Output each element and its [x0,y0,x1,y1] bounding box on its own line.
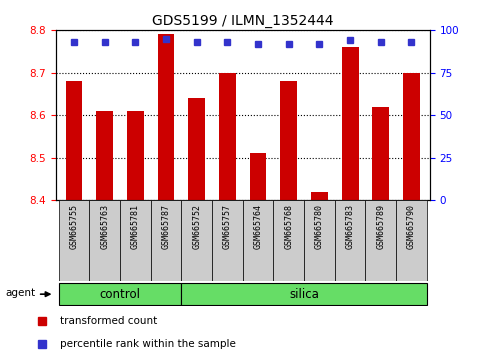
Text: GSM665764: GSM665764 [254,204,263,249]
Bar [372,107,389,200]
Bar [127,111,144,200]
Bar [366,200,396,281]
Bar [181,283,427,305]
Bar [304,200,335,281]
Bar [311,192,328,200]
Bar [219,73,236,200]
Text: GSM665783: GSM665783 [346,204,355,249]
Text: GSM665755: GSM665755 [70,204,78,249]
Bar [335,200,366,281]
Text: GSM665787: GSM665787 [161,204,170,249]
Bar [96,111,113,200]
Text: GSM665768: GSM665768 [284,204,293,249]
Text: percentile rank within the sample: percentile rank within the sample [60,339,236,349]
Text: control: control [99,288,141,301]
Text: GSM665752: GSM665752 [192,204,201,249]
Text: GSM665789: GSM665789 [376,204,385,249]
Bar [280,81,297,200]
Text: silica: silica [289,288,319,301]
Bar [58,200,89,281]
Bar [157,34,174,200]
Bar [66,81,83,200]
Bar [58,283,181,305]
Bar [243,200,273,281]
Bar [89,200,120,281]
Bar [396,200,427,281]
Text: GSM665790: GSM665790 [407,204,416,249]
Bar [273,200,304,281]
Bar [151,200,181,281]
Title: GDS5199 / ILMN_1352444: GDS5199 / ILMN_1352444 [152,14,333,28]
Bar [212,200,243,281]
Text: transformed count: transformed count [60,316,157,326]
Bar [403,73,420,200]
Bar [188,98,205,200]
Bar [120,200,151,281]
Bar [181,200,212,281]
Bar [341,47,358,200]
Text: agent: agent [6,288,36,298]
Text: GSM665757: GSM665757 [223,204,232,249]
Bar [250,153,267,200]
Text: GSM665781: GSM665781 [131,204,140,249]
Text: GSM665780: GSM665780 [315,204,324,249]
Text: GSM665763: GSM665763 [100,204,109,249]
